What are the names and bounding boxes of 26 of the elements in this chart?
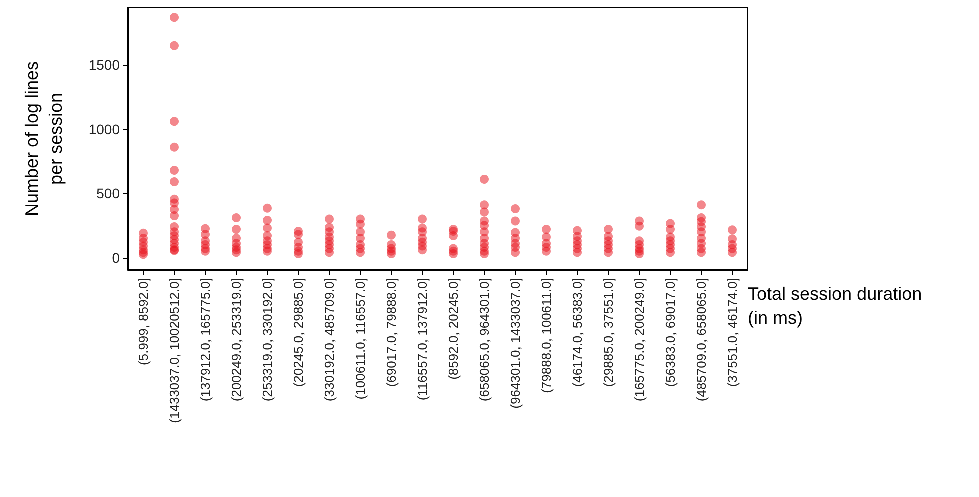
y-tick-label: 1000 [88,121,120,138]
x-tick-label: (46174.0, 56383.0] [570,278,585,388]
x-tick-label: (964301.0, 1433037.0] [508,278,523,409]
x-tick-label: (56383.0, 69017.0] [663,278,678,388]
x-tick-label: (5.999, 8592.0] [136,278,151,366]
x-tick-label: (165775.0, 200249.0] [632,278,647,402]
x-tick-label: (330192.0, 485709.0] [322,278,337,402]
x-tick-label: (200249.0, 253319.0] [229,278,244,402]
y-tick-label: 1500 [88,57,120,74]
x-tick-label: (37551.0, 46174.0] [725,278,740,388]
x-tick-label: (100611.0, 116557.0] [353,278,368,400]
x-tick-label: (79888.0, 100611.0] [539,278,554,394]
x-tick-label: (137912.0, 165775.0] [198,278,213,402]
x-tick-label: (1433037.0, 10020512.0] [167,278,182,424]
y-tick-label: 500 [96,186,120,202]
x-axis-title: Total session duration (in ms) [748,284,922,328]
x-tick-label: (20245.0, 29885.0] [291,278,306,388]
x-tick-label: (8592.0, 20245.0] [446,278,461,380]
x-tick-label: (253319.0, 330192.0] [260,278,275,402]
y-tick-label: 0 [112,250,120,266]
x-tick-label: (69017.0, 79888.0] [384,278,399,388]
x-tick-label: (485709.0, 658065.0] [694,278,709,402]
x-tick-label: (29885.0, 37551.0] [601,278,616,388]
y-axis-title: Number of log lines per session [22,61,66,217]
x-tick-label: (116557.0, 137912.0] [415,278,430,401]
x-tick-label: (658065.0, 964301.0] [477,278,492,402]
